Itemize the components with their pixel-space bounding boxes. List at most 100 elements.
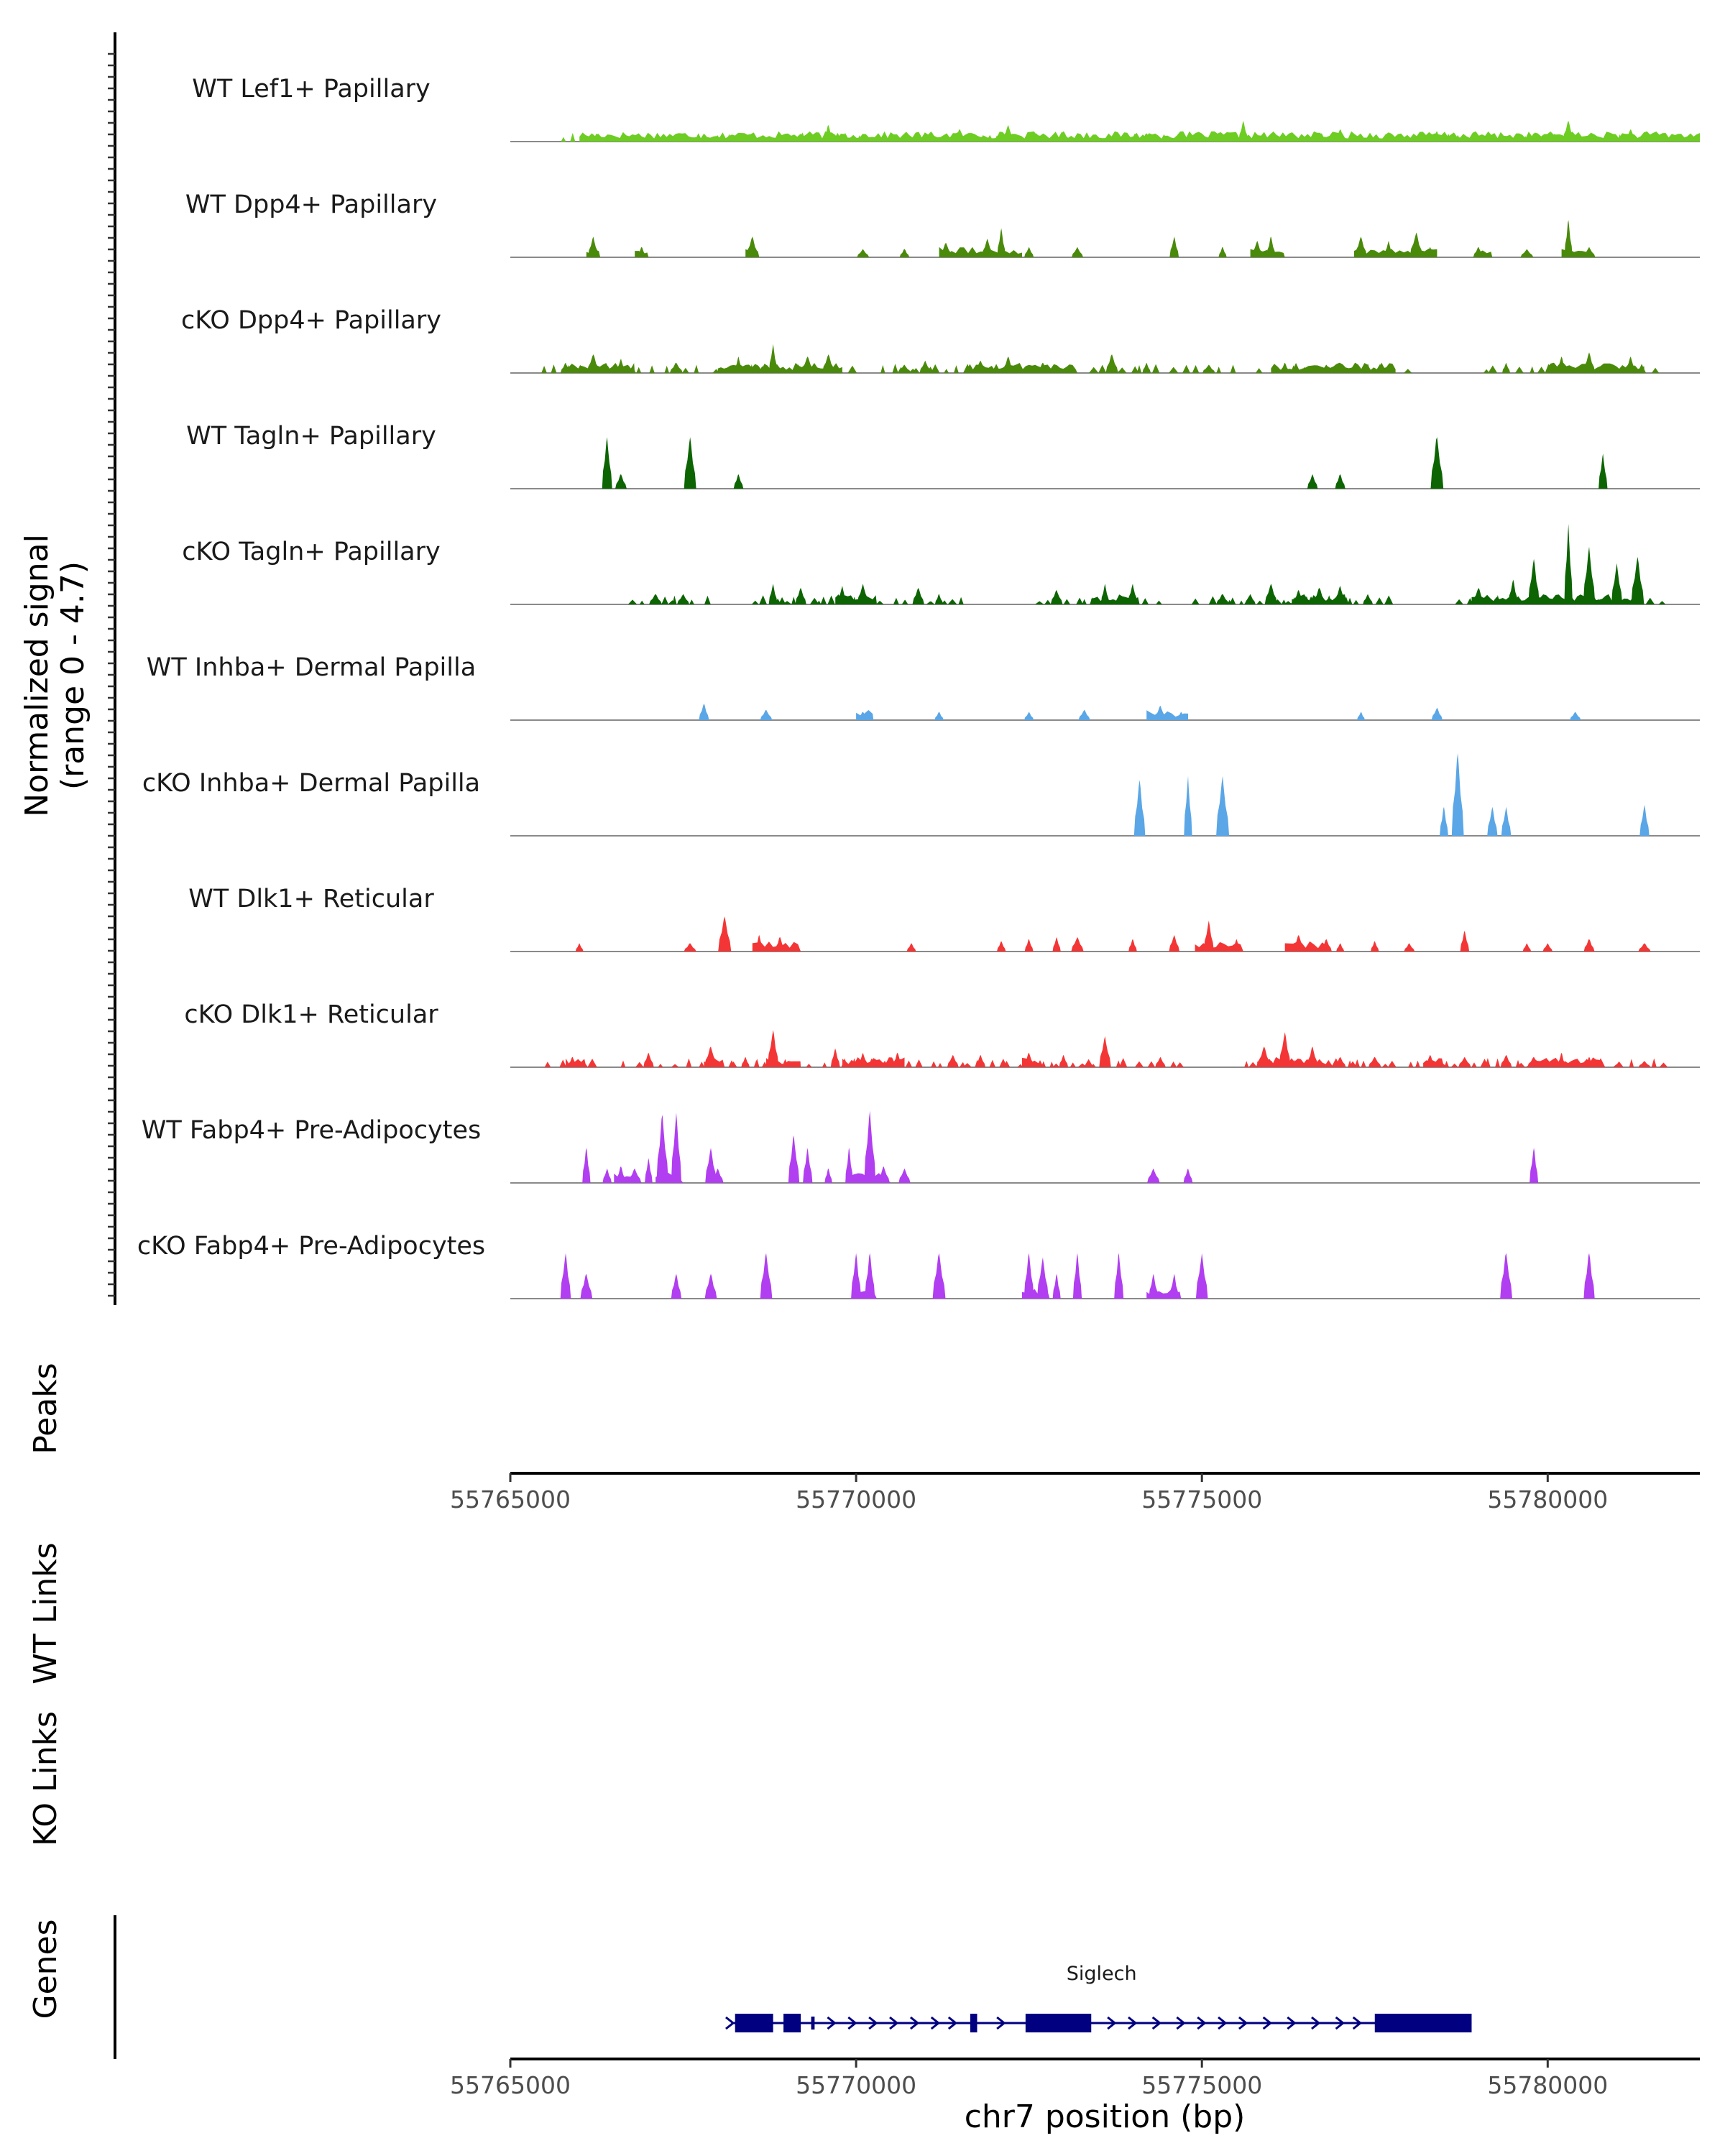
y-axis-title: Normalized signal	[19, 534, 55, 817]
signal-bump	[1511, 138, 1518, 142]
signal-bump	[849, 1062, 857, 1067]
signal-bump	[931, 1061, 937, 1067]
signal-peak	[1501, 806, 1512, 836]
signal-peak	[878, 1166, 890, 1183]
signal-bump	[1537, 367, 1546, 373]
signal-bump	[712, 369, 720, 373]
signal-bump	[1408, 1061, 1414, 1067]
signal-peak	[1528, 133, 1540, 142]
signal-peak	[1611, 563, 1623, 604]
signal-peak	[1522, 943, 1532, 952]
signal-bump	[1375, 597, 1384, 604]
signal-bump	[704, 595, 711, 604]
signal-bump	[1629, 1059, 1634, 1067]
signal-peak	[567, 1056, 578, 1067]
signal-bump	[1530, 366, 1535, 373]
signal-peak	[1279, 1032, 1291, 1067]
signal-peak	[628, 1168, 642, 1183]
signal-bump	[798, 132, 807, 142]
gene-exon	[970, 2014, 978, 2032]
signal-peak	[1105, 354, 1118, 373]
signal-peak	[1057, 131, 1070, 142]
signal-peak	[1558, 1052, 1565, 1067]
strand-arrow	[930, 2016, 941, 2030]
signal-bump	[1070, 137, 1077, 142]
signal-bump	[1495, 595, 1501, 604]
signal-span	[1547, 362, 1644, 373]
signal-bump	[1119, 600, 1125, 604]
signal-peak	[712, 1168, 724, 1183]
signal-bump	[849, 598, 855, 604]
signal-peak	[704, 1273, 717, 1299]
signal-peak	[1024, 1052, 1035, 1067]
signal-peak	[1218, 247, 1227, 257]
signal-peak	[898, 1168, 911, 1183]
signal-bump	[778, 596, 786, 604]
signal-bump	[861, 138, 868, 142]
signal-peak	[1195, 1253, 1208, 1299]
signal-bump	[1284, 601, 1292, 604]
signal-peak	[1638, 943, 1651, 952]
signal-bump	[1300, 368, 1305, 373]
signal-bump	[1111, 599, 1118, 604]
signal-bump	[960, 1062, 966, 1067]
signal-peak	[788, 1135, 800, 1183]
signal-peak	[1528, 558, 1540, 604]
signal-peak	[1335, 474, 1346, 489]
signal-peak	[1473, 247, 1484, 257]
signal-bump	[1058, 369, 1068, 373]
signal-peak	[1024, 939, 1034, 952]
signal-peak	[1520, 249, 1534, 257]
signal-bump	[1227, 137, 1236, 142]
signal-bump	[1471, 1062, 1477, 1067]
signal-peak	[1052, 936, 1061, 952]
signal-peak	[1585, 1056, 1593, 1067]
signal-bump	[843, 1061, 849, 1067]
track-label: WT Dlk1+ Reticular	[188, 885, 434, 913]
signal-bump	[1035, 601, 1044, 604]
signal-peak	[1425, 247, 1435, 257]
signal-peak	[699, 704, 709, 720]
signal-peak	[1376, 362, 1388, 373]
signal-bump	[1365, 364, 1371, 373]
signal-bump	[915, 1059, 923, 1067]
track-label: WT Inhba+ Dermal Papilla	[147, 653, 476, 682]
signal-bump	[1052, 137, 1057, 142]
signal-peak	[1133, 780, 1146, 836]
signal-bump	[1614, 1061, 1624, 1067]
signal-bump	[1497, 598, 1507, 604]
signal-peak	[857, 711, 869, 720]
signal-bump	[1495, 1058, 1500, 1067]
signal-bump	[1255, 368, 1263, 373]
signal-bump	[880, 1061, 890, 1067]
signal-bump	[1348, 1060, 1353, 1067]
signal-bump	[587, 1059, 597, 1067]
signal-bump	[576, 364, 585, 373]
signal-bump	[1271, 365, 1276, 373]
signal-bump	[636, 367, 642, 373]
signal-bump	[761, 1061, 768, 1067]
signal-bump	[1230, 364, 1236, 373]
track-wt-dpp4-papillary: WT Dpp4+ Papillary	[185, 190, 1700, 258]
signal-bump	[1239, 600, 1244, 604]
signal-span	[1284, 941, 1327, 952]
signal-peak	[586, 354, 600, 373]
signal-bump	[654, 134, 661, 142]
signal-bump	[1415, 1060, 1420, 1067]
signal-bump	[1169, 367, 1179, 373]
signal-peak	[1556, 356, 1567, 373]
signal-peak	[741, 1056, 750, 1067]
signal-peak	[1128, 584, 1138, 604]
signal-peak	[1280, 362, 1290, 373]
track-label: cKO Dpp4+ Papillary	[181, 306, 441, 335]
signal-bump	[686, 1058, 692, 1067]
signal-bump	[1248, 1061, 1258, 1067]
signal-peak	[588, 236, 599, 257]
signal-bump	[1013, 369, 1024, 373]
signal-bump	[1404, 369, 1412, 373]
ko-links-panel-label: KO Links	[27, 1711, 64, 1846]
track-label: WT Dpp4+ Papillary	[185, 190, 437, 219]
signal-bump	[1156, 600, 1162, 604]
signal-bump	[965, 135, 975, 142]
signal-peak	[1114, 1253, 1124, 1299]
